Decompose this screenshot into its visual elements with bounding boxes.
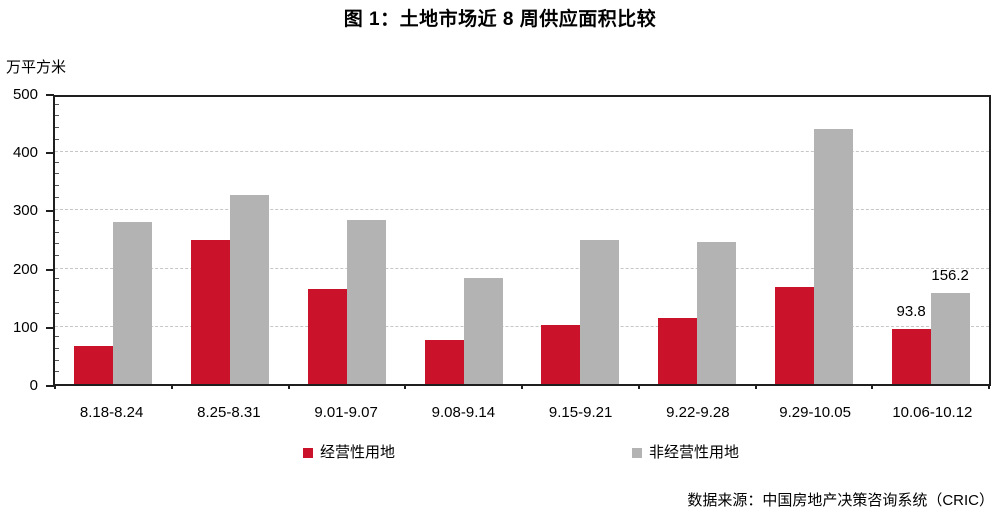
x-axis-label: 9.22-9.28 [666, 404, 730, 421]
x-axis-tick [988, 384, 990, 389]
x-axis-tick [287, 384, 290, 389]
bar-group [289, 97, 406, 384]
y-tick-label: 0 [29, 377, 38, 394]
y-tick-label: 300 [12, 202, 38, 220]
x-axis-labels: 8.18-8.24 8.25-8.31 9.01-9.07 9.08-9.14 9.15… [53, 404, 991, 421]
plot-area: 93.8 156.2 [53, 95, 991, 389]
bar-data-label: 156.2 [931, 267, 969, 285]
bar-group [172, 97, 289, 384]
x-axis-tick [871, 384, 874, 389]
y-tick-label: 100 [12, 318, 38, 336]
bar-经营性用地 [191, 240, 231, 384]
source-note: 数据来源：中国房地产决策咨询系统（CRIC） [687, 492, 994, 509]
x-axis-label: 8.18-8.24 [79, 404, 144, 421]
bar-非经营性用地 [463, 277, 503, 384]
x-axis-tick [404, 384, 407, 389]
bar-group [55, 97, 172, 384]
x-axis-tick [170, 384, 173, 389]
bar-groups: 93.8 156.2 [55, 97, 989, 384]
bar-非经营性用地 [346, 219, 386, 384]
bar-group [639, 97, 756, 384]
bar-经营性用地 [541, 325, 581, 384]
x-axis-tick [637, 384, 640, 389]
bar-经营性用地 [774, 287, 814, 384]
bar-group [405, 97, 522, 384]
x-axis-label: 10.06-10.12 [892, 404, 973, 421]
chart-title: 图 1：土地市场近 8 周供应面积比较 [343, 9, 657, 30]
bar-group: 93.8 156.2 [872, 97, 989, 384]
x-axis-tick [54, 384, 56, 389]
legend-swatch-icon [303, 448, 313, 458]
x-axis-label: 9.01-9.07 [314, 404, 378, 421]
y-tick-label: 500 [12, 86, 38, 103]
bar-非经营性用地 [113, 222, 153, 384]
x-axis-tick [754, 384, 757, 389]
bar-经营性用地 [307, 289, 347, 384]
bar-非经营性用地 [697, 242, 737, 384]
legend-item: 经营性用地 [303, 444, 395, 462]
bar-group [522, 97, 639, 384]
bar-经营性用地 [658, 317, 698, 384]
y-tick-label: 400 [12, 144, 38, 162]
legend-swatch-icon [632, 448, 642, 458]
legend-item: 非经营性用地 [632, 444, 739, 462]
legend-label: 经营性用地 [320, 444, 396, 461]
bar-group [756, 97, 873, 384]
x-axis-label: 9.29-10.05 [779, 404, 851, 421]
bar-非经营性用地 [230, 194, 270, 384]
bar-非经营性用地: 156.2 [930, 267, 970, 384]
y-tick-label: 200 [12, 260, 38, 278]
x-axis-label: 9.15-9.21 [548, 404, 613, 421]
bar-经营性用地: 93.8 [891, 303, 931, 384]
bar-非经营性用地 [580, 239, 620, 384]
bar-data-label: 93.8 [896, 303, 926, 321]
y-axis-unit-label: 万平方米 [6, 59, 67, 76]
legend: 经营性用地 非经营性用地 [0, 444, 1000, 462]
x-axis-label: 9.08-9.14 [431, 404, 496, 421]
x-axis-label: 8.25-8.31 [197, 404, 261, 421]
bar-经营性用地 [74, 346, 114, 384]
legend-label: 非经营性用地 [649, 444, 740, 461]
bar-非经营性用地 [813, 129, 853, 384]
x-axis-tick [521, 384, 523, 389]
bar-经营性用地 [424, 340, 464, 384]
